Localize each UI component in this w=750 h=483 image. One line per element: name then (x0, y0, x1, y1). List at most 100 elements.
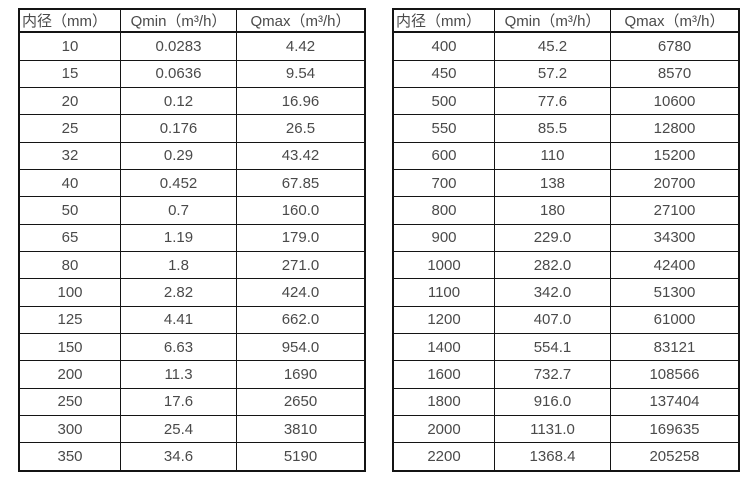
qmax-cell: 954.0 (236, 332, 366, 362)
diameter-cell: 450 (392, 59, 495, 88)
table-row: 300 25.4 3810 (18, 414, 366, 444)
qmax-cell: 179.0 (236, 223, 366, 252)
flow-table-left: 内径（mm） Qmin（m³/h） Qmax（m³/h） 10 0.0283 4.42 15… (18, 8, 366, 472)
table-row: 15 0.0636 9.54 (18, 59, 366, 88)
table-row: 80 1.8 271.0 (18, 250, 366, 280)
column-header-qmax: Qmax（m³/h） (236, 8, 366, 33)
table-row: 600 110 15200 (392, 141, 740, 170)
qmax-cell: 8570 (610, 59, 740, 88)
table-row: 150 6.63 954.0 (18, 332, 366, 362)
qmin-cell: 25.4 (120, 414, 237, 444)
qmin-cell: 138 (494, 168, 611, 198)
qmax-cell: 3810 (236, 414, 366, 444)
diameter-cell: 250 (18, 387, 121, 416)
diameter-cell: 500 (392, 86, 495, 116)
qmin-cell: 1368.4 (494, 442, 611, 472)
qmin-cell: 77.6 (494, 86, 611, 116)
diameter-cell: 600 (392, 141, 495, 170)
diameter-cell: 40 (18, 168, 121, 198)
qmax-cell: 10600 (610, 86, 740, 116)
qmin-cell: 34.6 (120, 442, 237, 472)
qmax-cell: 83121 (610, 332, 740, 362)
qmax-cell: 2650 (236, 387, 366, 416)
column-header-qmax: Qmax（m³/h） (610, 8, 740, 33)
diameter-cell: 700 (392, 168, 495, 198)
table-row: 10 0.0283 4.42 (18, 31, 366, 61)
qmin-cell: 6.63 (120, 332, 237, 362)
table-row: 1100 342.0 51300 (392, 278, 740, 307)
qmax-cell: 1690 (236, 360, 366, 389)
column-header-qmin: Qmin（m³/h） (120, 8, 237, 33)
qmin-cell: 1131.0 (494, 414, 611, 444)
table-row: 900 229.0 34300 (392, 223, 740, 252)
qmin-cell: 45.2 (494, 31, 611, 61)
table-row: 550 85.5 12800 (392, 114, 740, 143)
diameter-cell: 300 (18, 414, 121, 444)
diameter-cell: 1800 (392, 387, 495, 416)
diameter-cell: 1600 (392, 360, 495, 389)
diameter-cell: 32 (18, 141, 121, 170)
qmin-cell: 0.7 (120, 196, 237, 225)
diameter-cell: 1000 (392, 250, 495, 280)
diameter-cell: 550 (392, 114, 495, 143)
qmax-cell: 15200 (610, 141, 740, 170)
qmin-cell: 1.8 (120, 250, 237, 280)
table-row: 350 34.6 5190 (18, 442, 366, 472)
qmin-cell: 85.5 (494, 114, 611, 143)
table-row: 100 2.82 424.0 (18, 278, 366, 307)
qmin-cell: 57.2 (494, 59, 611, 88)
table-row: 800 180 27100 (392, 196, 740, 225)
qmin-cell: 0.452 (120, 168, 237, 198)
qmin-cell: 229.0 (494, 223, 611, 252)
qmin-cell: 0.12 (120, 86, 237, 116)
qmax-cell: 20700 (610, 168, 740, 198)
column-header-qmin: Qmin（m³/h） (494, 8, 611, 33)
column-header-diameter: 内径（mm） (392, 8, 495, 33)
diameter-cell: 200 (18, 360, 121, 389)
qmin-cell: 554.1 (494, 332, 611, 362)
header-row: 内径（mm） Qmin（m³/h） Qmax（m³/h） (392, 8, 740, 33)
table-row: 125 4.41 662.0 (18, 305, 366, 334)
qmax-cell: 271.0 (236, 250, 366, 280)
table-row: 1400 554.1 83121 (392, 332, 740, 362)
table-row: 500 77.6 10600 (392, 86, 740, 116)
qmin-cell: 11.3 (120, 360, 237, 389)
qmax-cell: 137404 (610, 387, 740, 416)
qmin-cell: 282.0 (494, 250, 611, 280)
qmin-cell: 2.82 (120, 278, 237, 307)
header-row: 内径（mm） Qmin（m³/h） Qmax（m³/h） (18, 8, 366, 33)
table-row: 250 17.6 2650 (18, 387, 366, 416)
qmax-cell: 61000 (610, 305, 740, 334)
diameter-cell: 65 (18, 223, 121, 252)
table-row: 40 0.452 67.85 (18, 168, 366, 198)
qmin-cell: 916.0 (494, 387, 611, 416)
diameter-cell: 10 (18, 31, 121, 61)
table-row: 32 0.29 43.42 (18, 141, 366, 170)
table-row: 450 57.2 8570 (392, 59, 740, 88)
table-row: 2200 1368.4 205258 (392, 442, 740, 472)
table-row: 1000 282.0 42400 (392, 250, 740, 280)
table-row: 1600 732.7 108566 (392, 360, 740, 389)
diameter-cell: 900 (392, 223, 495, 252)
qmin-cell: 4.41 (120, 305, 237, 334)
qmax-cell: 16.96 (236, 86, 366, 116)
table-row: 20 0.12 16.96 (18, 86, 366, 116)
diameter-cell: 100 (18, 278, 121, 307)
qmax-cell: 9.54 (236, 59, 366, 88)
diameter-cell: 80 (18, 250, 121, 280)
diameter-cell: 400 (392, 31, 495, 61)
diameter-cell: 25 (18, 114, 121, 143)
diameter-cell: 1400 (392, 332, 495, 362)
qmin-cell: 407.0 (494, 305, 611, 334)
diameter-cell: 1100 (392, 278, 495, 307)
qmin-cell: 180 (494, 196, 611, 225)
qmin-cell: 342.0 (494, 278, 611, 307)
qmax-cell: 27100 (610, 196, 740, 225)
qmax-cell: 12800 (610, 114, 740, 143)
qmax-cell: 169635 (610, 414, 740, 444)
qmax-cell: 108566 (610, 360, 740, 389)
qmin-cell: 1.19 (120, 223, 237, 252)
table-row: 25 0.176 26.5 (18, 114, 366, 143)
qmax-cell: 67.85 (236, 168, 366, 198)
qmax-cell: 424.0 (236, 278, 366, 307)
